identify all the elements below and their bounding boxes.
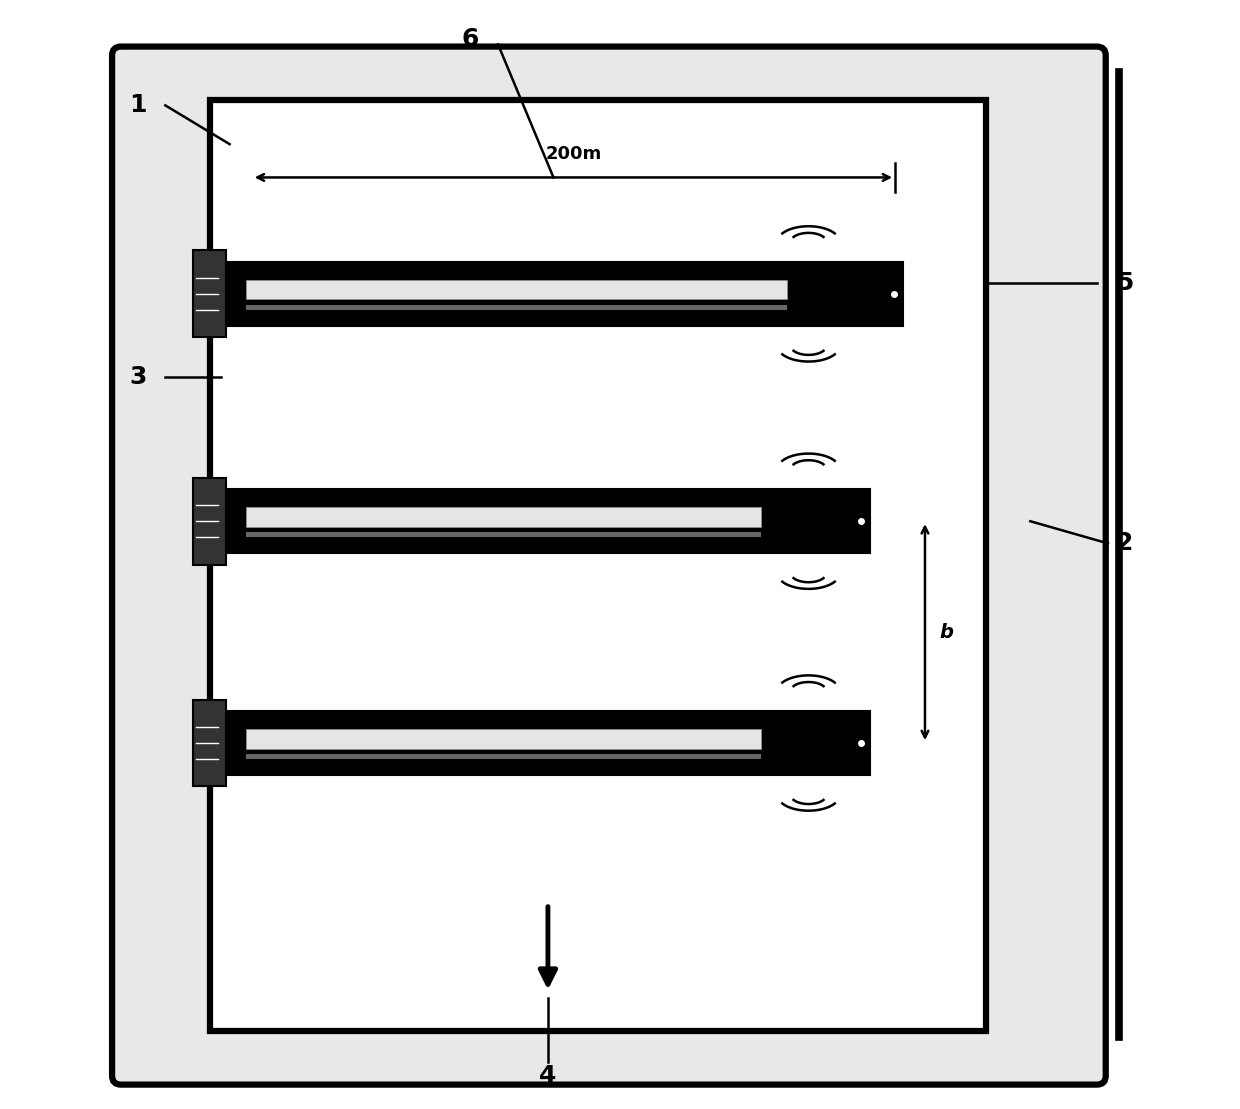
Text: 2: 2 [1116,531,1133,556]
Bar [247,730,761,749]
Text: 4: 4 [539,1064,557,1088]
Text: 6: 6 [461,27,479,51]
Bar [227,262,903,326]
Bar [247,508,761,527]
Bar [247,281,787,299]
Text: 5: 5 [1116,271,1133,295]
Bar [247,532,761,538]
Bar [193,700,227,786]
Bar [193,251,227,337]
Bar [247,305,787,311]
Text: 200m: 200m [546,145,601,163]
Bar [210,100,986,1031]
FancyBboxPatch shape [112,47,1106,1085]
Bar [247,754,761,760]
Bar [193,478,227,564]
Text: b: b [940,622,954,642]
Text: 3: 3 [129,365,146,389]
Text: 1: 1 [129,93,146,118]
Bar [227,711,869,775]
Bar [227,489,869,553]
